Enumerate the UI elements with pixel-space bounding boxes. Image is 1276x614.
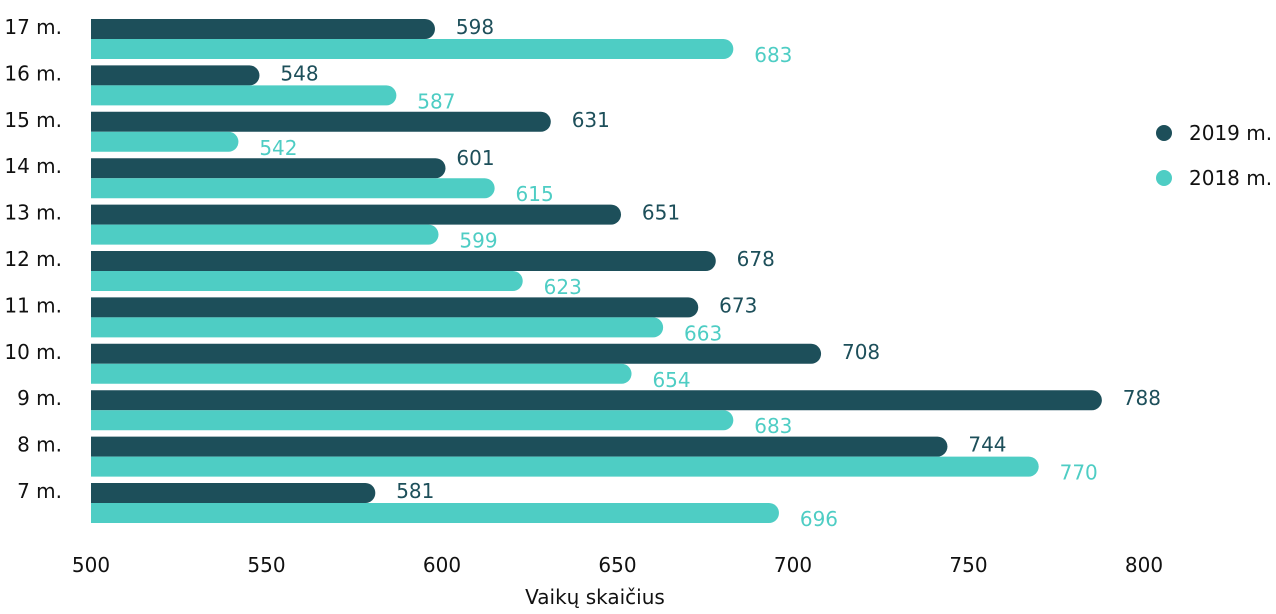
- category-label-12-m: 12 m.: [4, 247, 62, 271]
- bar-2019-m-9-m: [91, 390, 1102, 411]
- value-label-2019-m-16-m: 548: [280, 61, 318, 85]
- bar-2019-m-8-m: [91, 436, 948, 457]
- bar-2019-m-12-m: [91, 251, 716, 271]
- x-tick-800: 800: [1125, 553, 1163, 577]
- bar-2018-m-12-m: [91, 271, 523, 291]
- value-labels-group: 598 683 548 587 631 542 601 615 651 599 678 623 673 6…: [259, 15, 1161, 531]
- value-label-2019-m-11-m: 673: [719, 293, 757, 317]
- value-label-2018-m-10-m: 654: [652, 368, 690, 392]
- value-label-2018-m-12-m: 623: [544, 275, 582, 299]
- x-tick-labels-group: 500 550 600 650 700 750 800: [72, 553, 1163, 577]
- bar-2019-m-10-m: [91, 343, 822, 364]
- bar-2019-m-13-m: [91, 204, 622, 225]
- value-label-2019-m-13-m: 651: [642, 201, 680, 225]
- value-label-2018-m-11-m: 663: [684, 321, 722, 345]
- x-tick-750: 750: [949, 553, 987, 577]
- value-label-2018-m-17-m: 683: [754, 43, 792, 67]
- legend-label-2018-m: 2018 m.: [1189, 166, 1272, 190]
- x-tick-700: 700: [774, 553, 812, 577]
- value-label-2018-m-16-m: 587: [417, 89, 455, 113]
- value-label-2018-m-14-m: 615: [516, 182, 554, 206]
- category-label-14-m: 14 m.: [4, 154, 62, 178]
- category-label-16-m: 16 m.: [4, 61, 62, 85]
- value-label-2019-m-15-m: 631: [572, 108, 610, 132]
- value-label-2019-m-9-m: 788: [1123, 386, 1161, 410]
- value-label-2019-m-17-m: 598: [456, 15, 494, 39]
- bar-2019-m-7-m: [91, 483, 376, 503]
- category-labels-group: 17 m. 16 m. 15 m. 14 m. 13 m. 12 m. 11 m. 10 m.…: [4, 15, 62, 503]
- x-tick-650: 650: [598, 553, 636, 577]
- legend: 2019 m. 2018 m.: [1156, 121, 1272, 190]
- bar-2019-m-14-m: [91, 158, 446, 179]
- x-tick-550: 550: [247, 553, 285, 577]
- legend-swatch-2019-m: [1156, 125, 1172, 141]
- category-label-17-m: 17 m.: [4, 15, 62, 39]
- bar-2019-m-15-m: [91, 111, 551, 132]
- bar-2018-m-8-m: [91, 456, 1039, 477]
- value-label-2018-m-15-m: 542: [259, 136, 297, 160]
- bar-2019-m-17-m: [91, 19, 435, 39]
- x-tick-600: 600: [423, 553, 461, 577]
- bar-2018-m-7-m: [91, 503, 779, 523]
- value-label-2019-m-8-m: 744: [968, 433, 1006, 457]
- category-label-13-m: 13 m.: [4, 201, 62, 225]
- x-axis-title: Vaikų skaičius: [525, 585, 665, 609]
- value-label-2019-m-14-m: 601: [456, 146, 494, 170]
- bar-2019-m-11-m: [91, 297, 699, 318]
- category-label-10-m: 10 m.: [4, 340, 62, 364]
- category-label-8-m: 8 m.: [17, 433, 62, 457]
- bar-2018-m-10-m: [91, 363, 632, 384]
- legend-swatch-2018-m: [1156, 170, 1172, 186]
- category-label-9-m: 9 m.: [17, 386, 62, 410]
- bar-2019-m-16-m: [91, 65, 260, 86]
- value-label-2018-m-7-m: 696: [800, 507, 838, 531]
- legend-label-2019-m: 2019 m.: [1189, 121, 1272, 145]
- value-label-2019-m-7-m: 581: [396, 479, 434, 503]
- category-label-15-m: 15 m.: [4, 108, 62, 132]
- bar-2018-m-9-m: [91, 410, 734, 431]
- bar-2018-m-13-m: [91, 224, 439, 245]
- bar-2018-m-11-m: [91, 317, 664, 338]
- value-label-2019-m-12-m: 678: [737, 247, 775, 271]
- value-label-2018-m-9-m: 683: [754, 414, 792, 438]
- bar-2018-m-15-m: [91, 131, 239, 152]
- bar-2018-m-16-m: [91, 85, 397, 106]
- x-tick-500: 500: [72, 553, 110, 577]
- category-label-11-m: 11 m.: [4, 293, 62, 317]
- value-label-2018-m-13-m: 599: [459, 229, 497, 253]
- value-label-2019-m-10-m: 708: [842, 340, 880, 364]
- category-label-7-m: 7 m.: [17, 479, 62, 503]
- bar-2018-m-17-m: [91, 39, 734, 59]
- bars-group: [91, 19, 1102, 523]
- bar-2018-m-14-m: [91, 178, 495, 199]
- value-label-2018-m-8-m: 770: [1060, 461, 1098, 485]
